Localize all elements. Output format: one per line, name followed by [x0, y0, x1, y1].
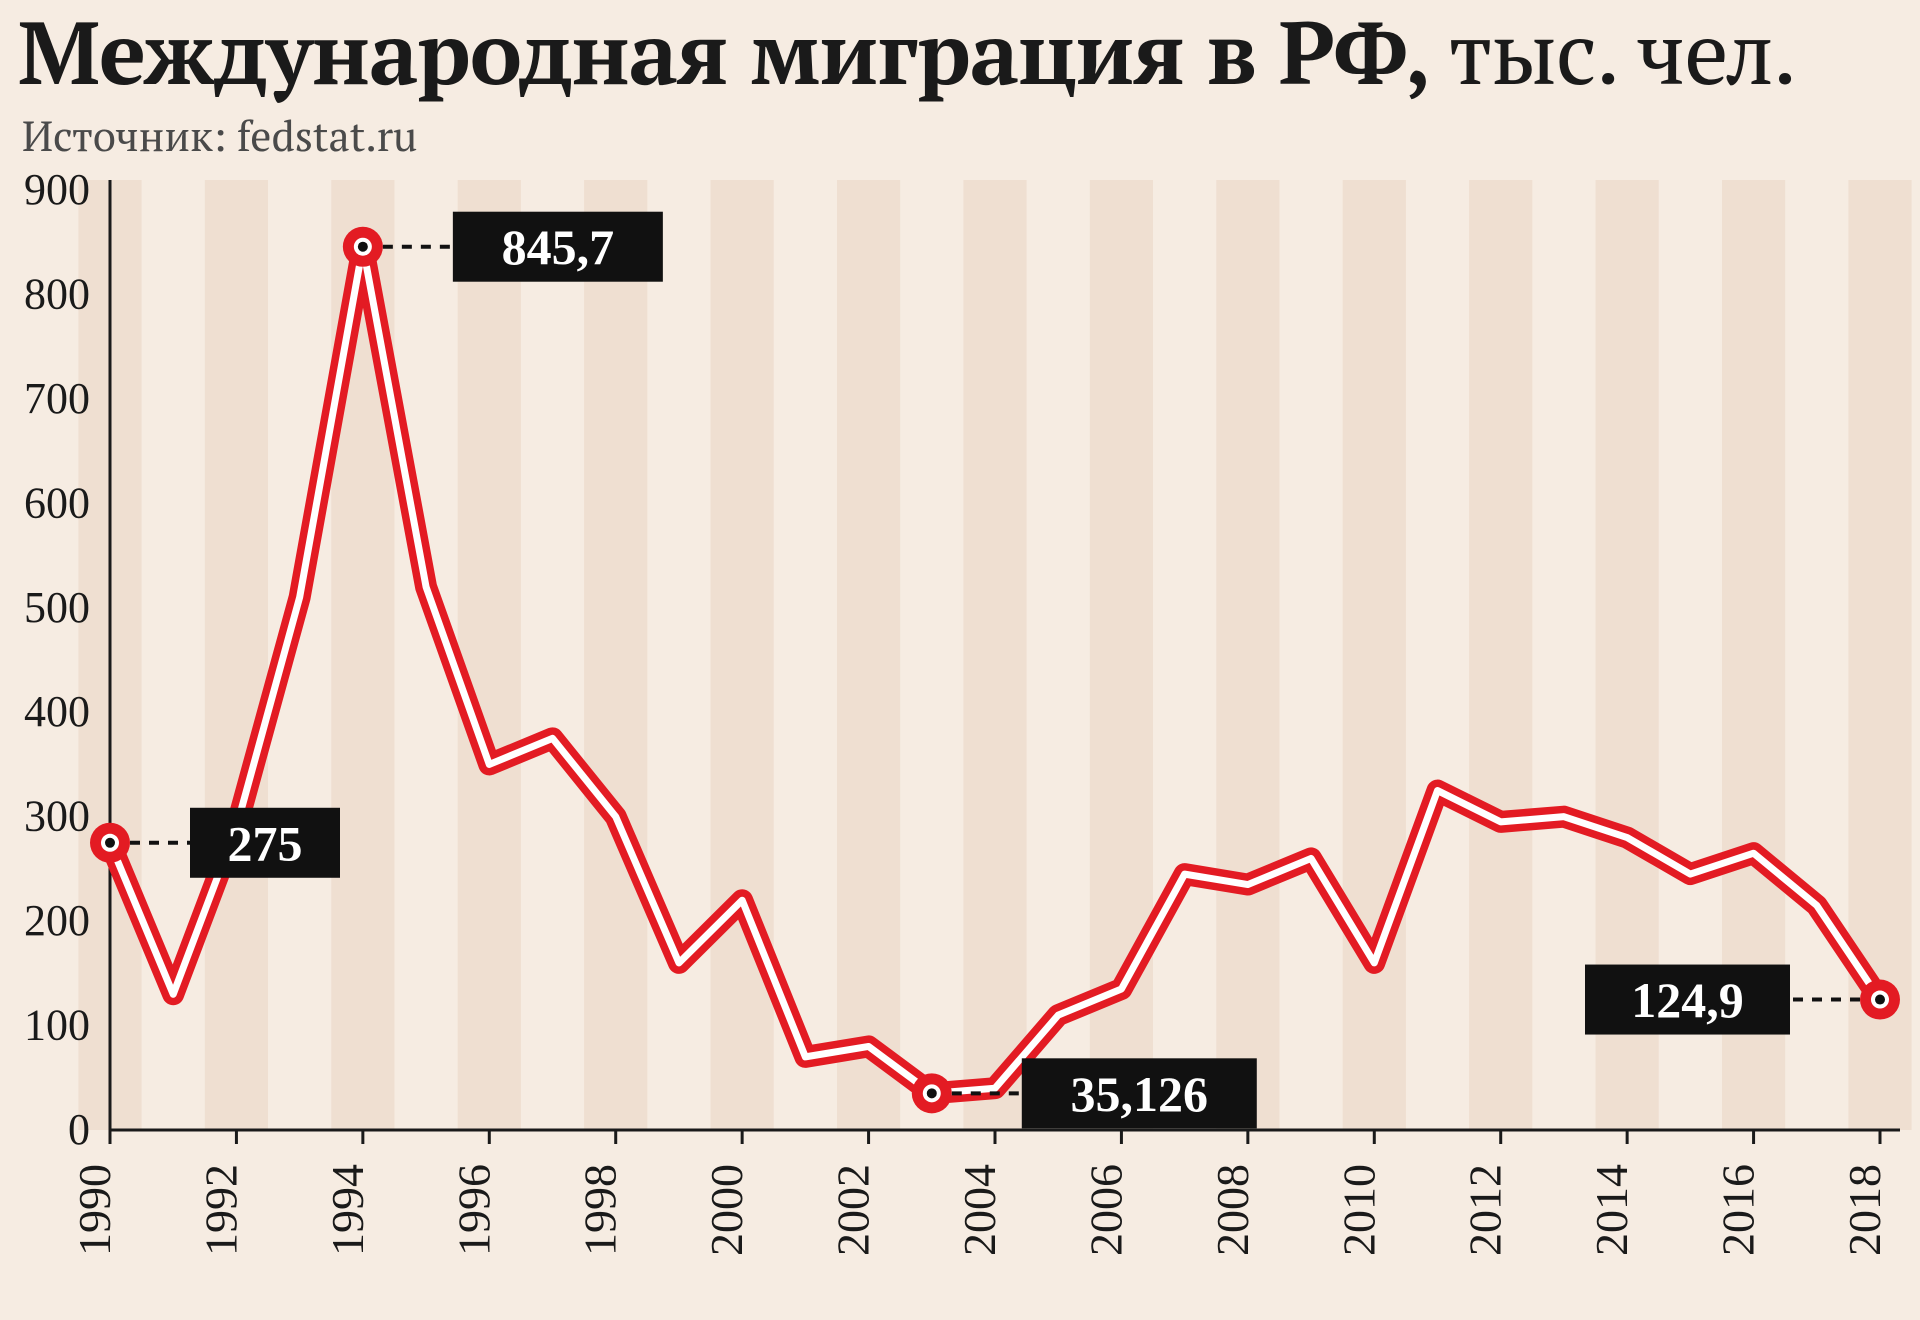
y-axis-label: 0 — [68, 1105, 90, 1154]
y-axis-label: 700 — [24, 374, 90, 423]
data-marker-dot — [1875, 995, 1885, 1005]
x-axis-label: 2016 — [1713, 1164, 1764, 1256]
x-axis-label: 1992 — [195, 1164, 246, 1256]
chart-band — [458, 180, 521, 1130]
callout-label: 124,9 — [1631, 972, 1744, 1028]
x-axis-label: 2014 — [1586, 1164, 1637, 1256]
chart-band — [963, 180, 1026, 1130]
line-chart: 0 100 200 300 400 500 600 700 800 900 1990 1992 1994… — [0, 0, 1920, 1320]
x-axis-label: 1996 — [448, 1164, 499, 1256]
x-axis-label: 2002 — [828, 1164, 879, 1256]
x-axis-label: 2006 — [1080, 1164, 1131, 1256]
x-axis-label: 2018 — [1839, 1164, 1890, 1256]
chart-band — [1343, 180, 1406, 1130]
y-axis-label: 400 — [24, 687, 90, 736]
chart-band — [584, 180, 647, 1130]
y-axis-label: 200 — [24, 896, 90, 945]
data-marker-dot — [105, 838, 115, 848]
x-axis-label: 2012 — [1460, 1164, 1511, 1256]
chart-band — [711, 180, 774, 1130]
chart-band — [837, 180, 900, 1130]
x-axis-label: 2008 — [1207, 1164, 1258, 1256]
chart-band — [205, 180, 268, 1130]
x-axis-label: 1994 — [322, 1164, 373, 1256]
callout-label: 35,126 — [1071, 1066, 1209, 1122]
callout-label: 275 — [228, 815, 303, 871]
chart-band — [1469, 180, 1532, 1130]
data-marker-dot — [358, 242, 368, 252]
callout-label: 845,7 — [502, 219, 615, 275]
x-axis-label: 1990 — [69, 1164, 120, 1256]
y-axis-label: 600 — [24, 478, 90, 527]
data-marker-dot — [927, 1088, 937, 1098]
chart-band — [1216, 180, 1279, 1130]
x-axis-label: 2010 — [1333, 1164, 1384, 1256]
x-axis-label: 1998 — [575, 1164, 626, 1256]
y-axis-label: 800 — [24, 269, 90, 318]
y-axis-label: 300 — [24, 792, 90, 841]
x-axis-label: 2004 — [954, 1164, 1005, 1256]
y-axis-label: 900 — [24, 165, 90, 214]
x-axis-label: 2000 — [701, 1164, 752, 1256]
y-axis-label: 100 — [24, 1001, 90, 1050]
y-axis-label: 500 — [24, 583, 90, 632]
